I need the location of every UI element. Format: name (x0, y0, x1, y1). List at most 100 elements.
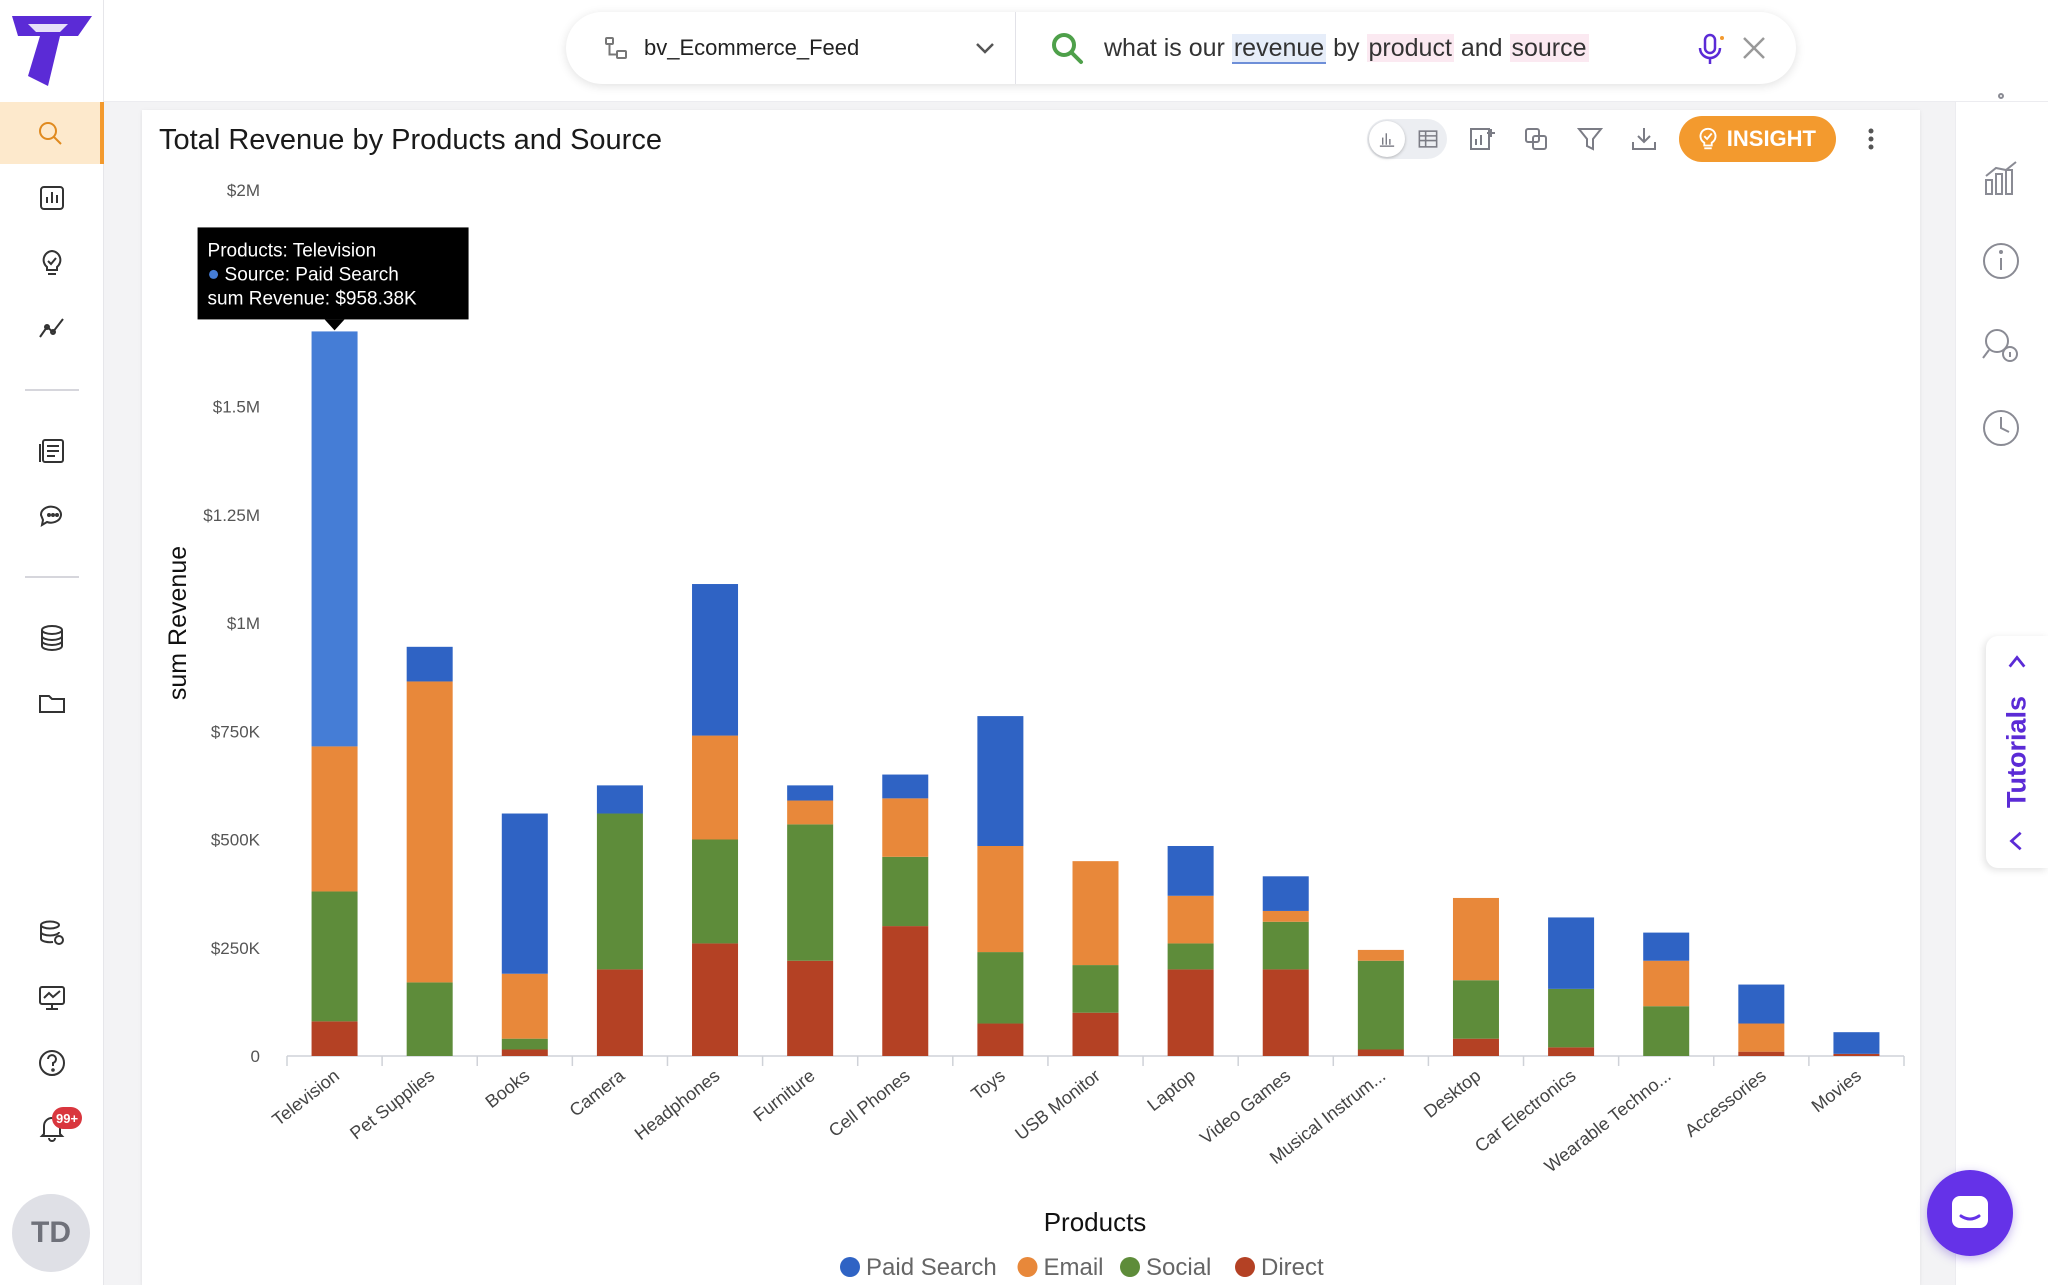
more-options-button[interactable] (1852, 120, 1890, 158)
nav-dashboards[interactable] (0, 167, 104, 229)
chat-button[interactable] (1927, 1170, 2013, 1256)
tooltip-box (197, 227, 469, 320)
legend-item: Direct (1261, 1254, 1324, 1281)
chat-icon (1952, 1196, 1988, 1228)
bar-segment (1738, 1051, 1785, 1056)
rail-pin[interactable] (1980, 90, 2022, 132)
chart-title: Total Revenue by Products and Source (159, 124, 662, 156)
bar-segment (1833, 1053, 1880, 1056)
document-list-icon (39, 439, 64, 463)
filter-button[interactable] (1571, 120, 1609, 158)
x-tick-label: USB Monitor (1011, 1065, 1104, 1144)
bar-segment (501, 1038, 548, 1050)
chart-card: 0 $250K $500K $750K $1M $1.25M $1.5M $2M Televis… (142, 110, 1920, 1285)
bar-segment (1548, 988, 1595, 1048)
bar-segment (596, 969, 643, 1056)
avatar[interactable]: TD (12, 1194, 90, 1272)
bar-segment (1262, 921, 1309, 970)
search-icon (1052, 33, 1083, 64)
download-button[interactable] (1625, 120, 1663, 158)
y-tick-label: $500K (211, 831, 261, 850)
tooltip-series-dot (209, 269, 219, 279)
lightbulb-icon (42, 249, 62, 275)
notification-badge: 99+ (52, 1107, 83, 1129)
folder-icon (39, 695, 65, 713)
query-keyword-revenue[interactable]: revenue (1231, 33, 1327, 64)
query-token: by (1326, 33, 1367, 62)
nav-separator (25, 576, 79, 578)
bar-segment (311, 1021, 358, 1056)
y-tick-label: $1M (227, 614, 260, 633)
rail-info[interactable] (1980, 240, 2022, 282)
rail-history[interactable] (1980, 407, 2022, 449)
view-toggle[interactable] (1366, 119, 1447, 159)
query-keyword-product[interactable]: product (1366, 33, 1454, 62)
legend-swatch (1235, 1257, 1255, 1277)
bar-segment (882, 926, 929, 1056)
chart-view-knob[interactable] (1368, 121, 1405, 157)
microphone-icon[interactable] (1694, 32, 1726, 66)
bar-segment (1072, 965, 1119, 1013)
left-nav: 99+ TD (0, 0, 104, 1285)
chevron-down-icon[interactable] (973, 36, 997, 60)
query-keyword-source[interactable]: source (1509, 33, 1589, 62)
app-logo[interactable] (8, 6, 96, 94)
monitor-chart-icon (39, 986, 65, 1010)
bar-segment (1548, 1047, 1595, 1056)
bar-segment (406, 646, 453, 682)
chevron-left-icon (2009, 831, 2022, 851)
bar-segment (977, 845, 1024, 953)
nav-trends[interactable] (0, 297, 104, 359)
bar-segment (1833, 1032, 1880, 1054)
query-text[interactable]: what is our revenue by product and sourc… (1104, 33, 1589, 64)
insight-button[interactable]: INSIGHT (1678, 116, 1836, 162)
bar-segment (1262, 876, 1309, 911)
nav-reports[interactable] (0, 420, 104, 482)
bar-segment (1452, 980, 1499, 1039)
more-vertical-icon (1868, 128, 1874, 150)
legend-item: Paid Search (866, 1254, 997, 1281)
rail-chart-types[interactable] (1980, 158, 2022, 200)
datasource-label: bv_Ecommerce_Feed (644, 35, 860, 60)
tooltip-pointer (324, 319, 345, 331)
bar-segment (1262, 969, 1309, 1056)
table-icon[interactable] (1417, 128, 1439, 150)
search-query[interactable]: what is our revenue by product and sourc… (1016, 12, 1796, 84)
nav-help[interactable] (0, 1032, 104, 1094)
nav-data-settings[interactable] (0, 902, 104, 964)
tutorials-label: Tutorials (2001, 695, 2032, 809)
bar-segment (1548, 917, 1595, 989)
duplicate-button[interactable] (1517, 120, 1555, 158)
bar-segment (596, 813, 643, 970)
filter-icon (1576, 128, 1603, 151)
x-tick-label: Video Games (1196, 1065, 1294, 1148)
nav-folders[interactable] (0, 672, 104, 734)
lightbulb-icon (1699, 127, 1717, 150)
bar-segment (977, 1023, 1024, 1056)
x-tick-label: Accessories (1681, 1065, 1770, 1140)
bar-segment (311, 891, 358, 1022)
bar-segment (1738, 1023, 1785, 1052)
x-tick-label: Television (268, 1065, 343, 1129)
x-tick-label: Furniture (750, 1065, 819, 1125)
chat-bubbles-icon (39, 505, 62, 528)
bar-segment (787, 785, 834, 801)
rail-search-info[interactable] (1980, 324, 2022, 366)
x-tick-label: Pet Supplies (346, 1065, 438, 1143)
search-icon (39, 122, 62, 145)
bar-segment (1072, 861, 1119, 966)
tutorials-tab[interactable]: Tutorials (1986, 636, 2048, 868)
y-tick-label: 0 (251, 1047, 260, 1066)
nav-insights[interactable] (0, 232, 104, 294)
nav-conversations[interactable] (0, 485, 104, 547)
close-icon[interactable] (1740, 34, 1768, 62)
add-to-dashboard-button[interactable] (1463, 120, 1501, 158)
nav-search[interactable] (0, 102, 104, 164)
nav-notifications[interactable]: 99+ (0, 1097, 104, 1159)
copy-icon (1524, 128, 1547, 150)
datasource-select[interactable]: bv_Ecommerce_Feed (566, 12, 1016, 84)
nav-monitor[interactable] (0, 967, 104, 1029)
bar-segment (1643, 1006, 1690, 1056)
y-tick-label: $1.5M (213, 398, 260, 417)
nav-data[interactable] (0, 607, 104, 669)
